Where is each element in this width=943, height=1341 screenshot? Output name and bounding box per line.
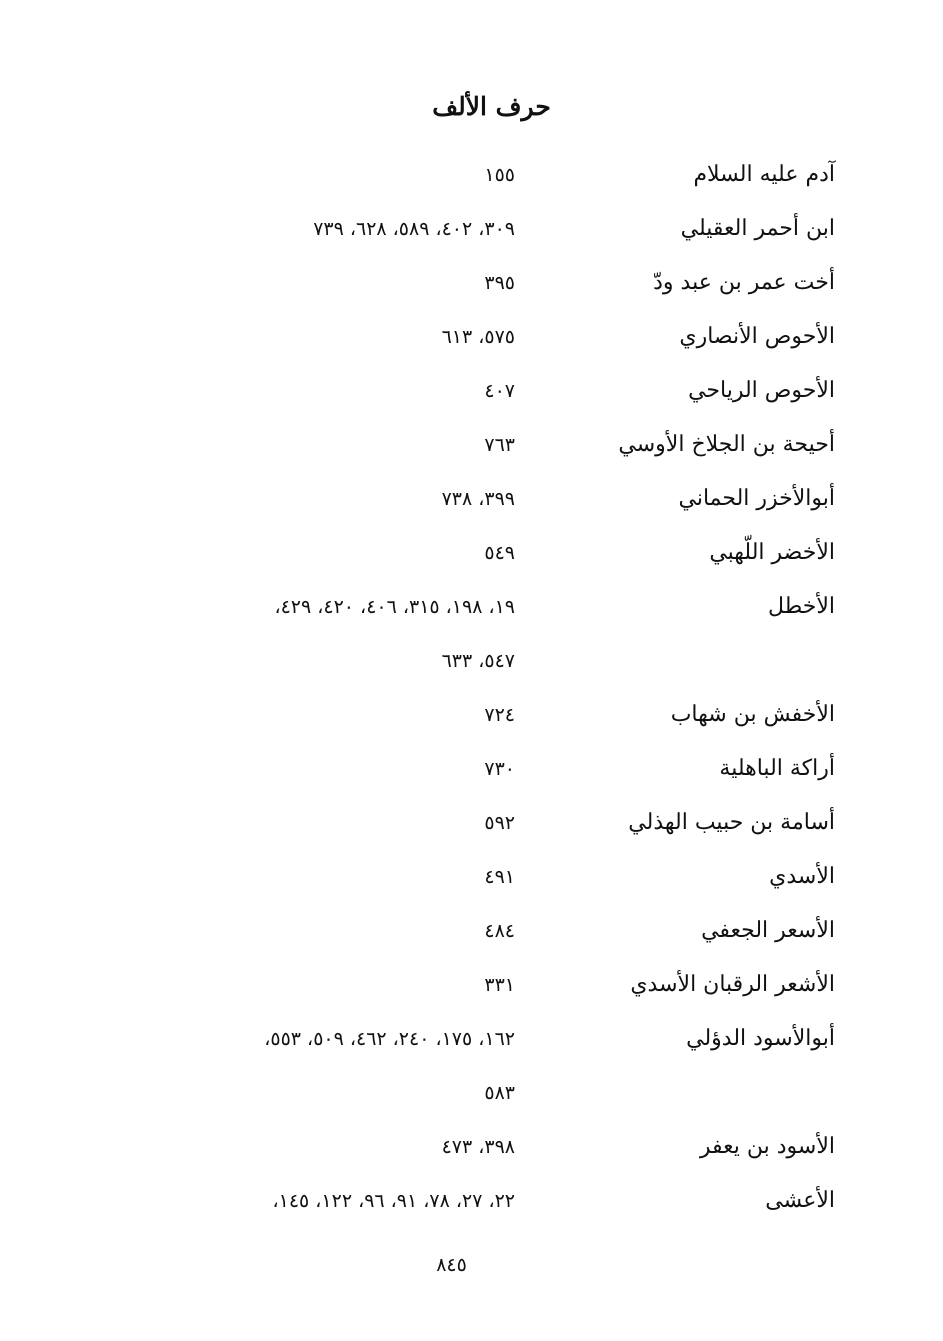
index-entry: الأسدي ٤٩١ (0, 854, 943, 908)
entry-name: أراكة الباهلية (719, 756, 835, 781)
entry-name: أسامة بن حبيب الهذلي (628, 810, 835, 835)
index-entry: الأعشى ٢٢، ٢٧، ٧٨، ٩١، ٩٦، ١٢٢، ١٤٥، (0, 1178, 943, 1232)
entry-name: الأشعر الرقبان الأسدي (630, 972, 835, 997)
index-entry: الأحوص الأنصاري ٥٧٥، ٦١٣ (0, 314, 943, 368)
index-entry: أبوالأخزر الحماني ٣٩٩، ٧٣٨ (0, 476, 943, 530)
entry-name: الأحوص الرياحي (688, 378, 835, 403)
index-entry: آدم عليه السلام ١٥٥ (0, 152, 943, 206)
entry-pages: ٣٩٥ (484, 272, 515, 294)
entry-name: الأحوص الأنصاري (679, 324, 835, 349)
entry-name: الأسعر الجعفي (701, 918, 835, 943)
entry-name: أبوالأخزر الحماني (678, 486, 835, 511)
entry-pages: ٥٨٣ (484, 1082, 515, 1104)
entry-pages: ١٥٥ (484, 164, 515, 186)
section-title: حرف الألف (432, 92, 551, 121)
entry-name: أخت عمر بن عبد ودّ (653, 270, 835, 295)
entry-name: الأسدي (769, 864, 835, 889)
entry-name: آدم عليه السلام (693, 162, 835, 187)
entry-name: ابن أحمر العقيلي (680, 216, 835, 241)
entry-name: الأسود بن يعفر (699, 1134, 835, 1159)
page-number: ٨٤٥ (436, 1254, 467, 1276)
index-entry: الأسعر الجعفي ٤٨٤ (0, 908, 943, 962)
entry-name: الأخطل (768, 594, 835, 619)
index-entry: الأشعر الرقبان الأسدي ٣٣١ (0, 962, 943, 1016)
index-entry: أسامة بن حبيب الهذلي ٥٩٢ (0, 800, 943, 854)
index-entry: ٥٨٣ (0, 1070, 943, 1124)
entry-pages: ٤٩١ (484, 866, 515, 888)
entry-name: الأعشى (765, 1188, 835, 1213)
entry-pages: ٣٠٩، ٤٠٢، ٥٨٩، ٦٢٨، ٧٣٩ (313, 218, 515, 240)
entry-name: أحيحة بن الجلاخ الأوسي (618, 432, 835, 457)
entry-pages: ٥٤٩ (484, 542, 515, 564)
entry-name: أبوالأسود الدؤلي (686, 1026, 835, 1051)
index-entry: الأخفش بن شهاب ٧٢٤ (0, 692, 943, 746)
entry-pages: ٥٧٥، ٦١٣ (441, 326, 515, 348)
entry-pages: ٧٦٣ (484, 434, 515, 456)
entry-pages: ١٩، ١٩٨، ٣١٥، ٤٠٦، ٤٢٠، ٤٢٩، (274, 596, 515, 618)
index-entry: الأخضر اللّهبي ٥٤٩ (0, 530, 943, 584)
entry-pages: ٣٩٨، ٤٧٣ (441, 1136, 515, 1158)
entry-pages: ٢٢، ٢٧، ٧٨، ٩١، ٩٦، ١٢٢، ١٤٥، (272, 1190, 515, 1212)
index-entry: ٥٤٧، ٦٣٣ (0, 638, 943, 692)
index-entry: الأخطل ١٩، ١٩٨، ٣١٥، ٤٠٦، ٤٢٠، ٤٢٩، (0, 584, 943, 638)
entry-pages: ٥٤٧، ٦٣٣ (441, 650, 515, 672)
index-entry: الأحوص الرياحي ٤٠٧ (0, 368, 943, 422)
index-entry: أخت عمر بن عبد ودّ ٣٩٥ (0, 260, 943, 314)
entry-name: الأخفش بن شهاب (670, 702, 835, 727)
index-list: آدم عليه السلام ١٥٥ ابن أحمر العقيلي ٣٠٩، ٤… (0, 152, 943, 1232)
entry-pages: ٧٢٤ (484, 704, 515, 726)
index-entry: أحيحة بن الجلاخ الأوسي ٧٦٣ (0, 422, 943, 476)
entry-pages: ٥٩٢ (484, 812, 515, 834)
entry-pages: ١٦٢، ١٧٥، ٢٤٠، ٤٦٢، ٥٠٩، ٥٥٣، (264, 1028, 515, 1050)
index-entry: أبوالأسود الدؤلي ١٦٢، ١٧٥، ٢٤٠، ٤٦٢، ٥٠٩،… (0, 1016, 943, 1070)
index-entry: أراكة الباهلية ٧٣٠ (0, 746, 943, 800)
index-entry: الأسود بن يعفر ٣٩٨، ٤٧٣ (0, 1124, 943, 1178)
entry-pages: ٧٣٠ (484, 758, 515, 780)
entry-pages: ٣٩٩، ٧٣٨ (441, 488, 515, 510)
index-entry: ابن أحمر العقيلي ٣٠٩، ٤٠٢، ٥٨٩، ٦٢٨، ٧٣٩ (0, 206, 943, 260)
entry-pages: ٣٣١ (484, 974, 515, 996)
entry-pages: ٤٠٧ (484, 380, 515, 402)
entry-name: الأخضر اللّهبي (709, 540, 835, 565)
entry-pages: ٤٨٤ (484, 920, 515, 942)
